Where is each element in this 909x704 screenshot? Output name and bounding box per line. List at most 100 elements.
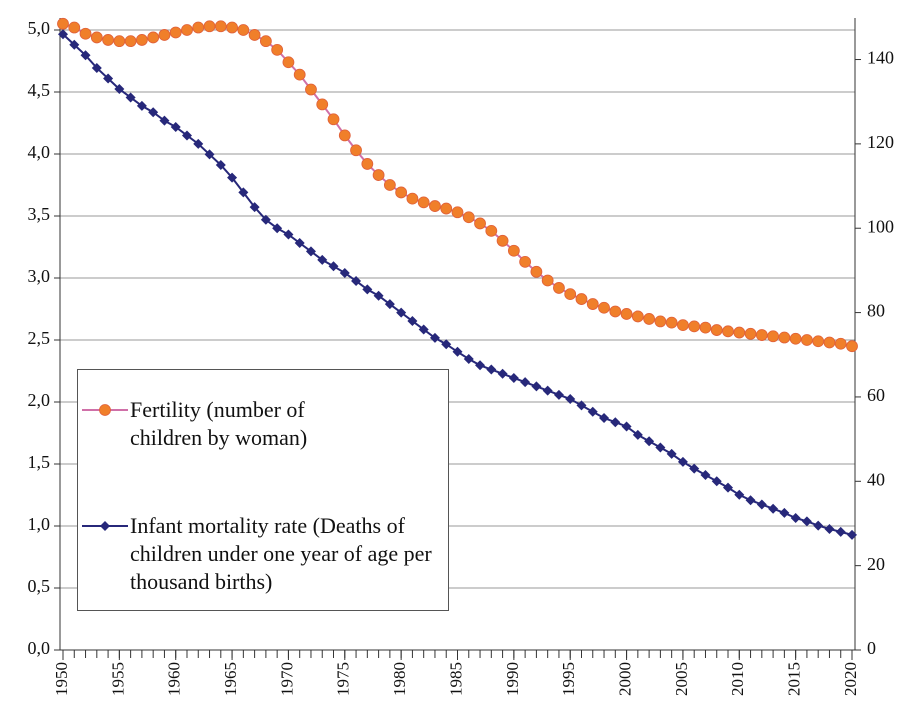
point: [327, 113, 340, 126]
point: [417, 196, 430, 209]
point: [834, 337, 847, 350]
y2-tick-label: 140: [867, 48, 894, 68]
point: [824, 523, 835, 534]
point: [79, 27, 92, 40]
point: [610, 417, 621, 428]
point: [395, 186, 408, 199]
point: [135, 34, 148, 46]
point: [631, 310, 644, 323]
point: [102, 34, 114, 46]
x-tick-label: 1980: [390, 662, 409, 696]
point: [169, 26, 182, 39]
point: [271, 43, 284, 56]
point: [238, 187, 249, 198]
y-tick-label: 5,0: [28, 18, 51, 38]
y2-tick-label: 60: [867, 385, 885, 405]
point: [745, 495, 756, 506]
point: [227, 172, 238, 183]
point: [406, 192, 419, 205]
x-tick-label: 2000: [615, 662, 634, 696]
point: [204, 149, 215, 160]
x-tick-label: 1970: [277, 662, 296, 696]
point: [170, 122, 181, 133]
point: [688, 320, 701, 333]
point: [294, 237, 305, 248]
point: [847, 529, 857, 540]
point: [451, 206, 464, 219]
point: [463, 353, 474, 364]
point: [259, 35, 272, 48]
point: [553, 389, 564, 400]
point: [677, 319, 689, 332]
point: [90, 31, 103, 44]
y2-tick-label: 120: [867, 132, 894, 152]
y2-tick-label: 20: [867, 554, 885, 574]
point: [497, 368, 508, 379]
point: [779, 507, 790, 518]
point: [249, 202, 260, 213]
point: [328, 261, 339, 272]
point: [214, 20, 227, 33]
point: [587, 406, 598, 417]
point: [609, 305, 622, 318]
point: [801, 516, 812, 527]
point: [193, 138, 204, 149]
point: [744, 327, 757, 340]
point: [282, 56, 295, 69]
point: [644, 436, 655, 447]
y-tick-label: 3,0: [28, 266, 51, 286]
point: [710, 324, 723, 336]
point: [181, 24, 193, 36]
point: [362, 284, 373, 295]
point: [553, 282, 565, 294]
point: [755, 329, 768, 341]
point: [778, 331, 791, 344]
y-tick-label: 1,5: [28, 452, 51, 472]
point: [655, 442, 666, 453]
point: [114, 84, 125, 95]
point: [790, 512, 801, 523]
y-tick-label: 2,0: [28, 390, 51, 410]
point: [598, 301, 610, 314]
point: [689, 463, 700, 474]
point: [531, 381, 542, 392]
point: [351, 275, 362, 286]
y-tick-label: 4,5: [28, 80, 51, 100]
x-tick-label: 1995: [559, 662, 578, 696]
y-tick-label: 3,5: [28, 204, 51, 224]
point: [846, 340, 858, 353]
point: [440, 202, 453, 215]
x-tick-label: 1965: [221, 662, 240, 696]
point: [542, 385, 553, 396]
point: [317, 254, 328, 265]
x-tick-label: 2010: [728, 662, 747, 696]
point: [429, 332, 440, 343]
y-tick-label: 0,0: [28, 638, 51, 658]
point: [723, 482, 734, 493]
point: [384, 299, 395, 310]
point: [158, 29, 171, 41]
point: [283, 229, 294, 240]
point: [700, 469, 711, 480]
point: [520, 377, 531, 388]
point: [429, 200, 441, 212]
point: [372, 169, 385, 181]
point: [248, 29, 261, 41]
y-tick-label: 0,5: [28, 576, 51, 596]
point: [293, 68, 306, 81]
x-tick-label: 1960: [165, 662, 184, 696]
point: [159, 115, 170, 126]
y2-tick-label: 40: [867, 469, 885, 489]
point: [654, 315, 667, 328]
point: [474, 217, 486, 230]
legend-swatch: [82, 521, 128, 531]
point: [699, 321, 712, 334]
point: [756, 499, 767, 510]
point: [519, 255, 532, 268]
y-tick-label: 1,0: [28, 514, 51, 534]
point: [575, 293, 588, 305]
point: [407, 316, 418, 327]
point: [68, 21, 81, 34]
legend-label: Fertility (number of children by woman): [130, 397, 308, 450]
point: [181, 130, 192, 141]
